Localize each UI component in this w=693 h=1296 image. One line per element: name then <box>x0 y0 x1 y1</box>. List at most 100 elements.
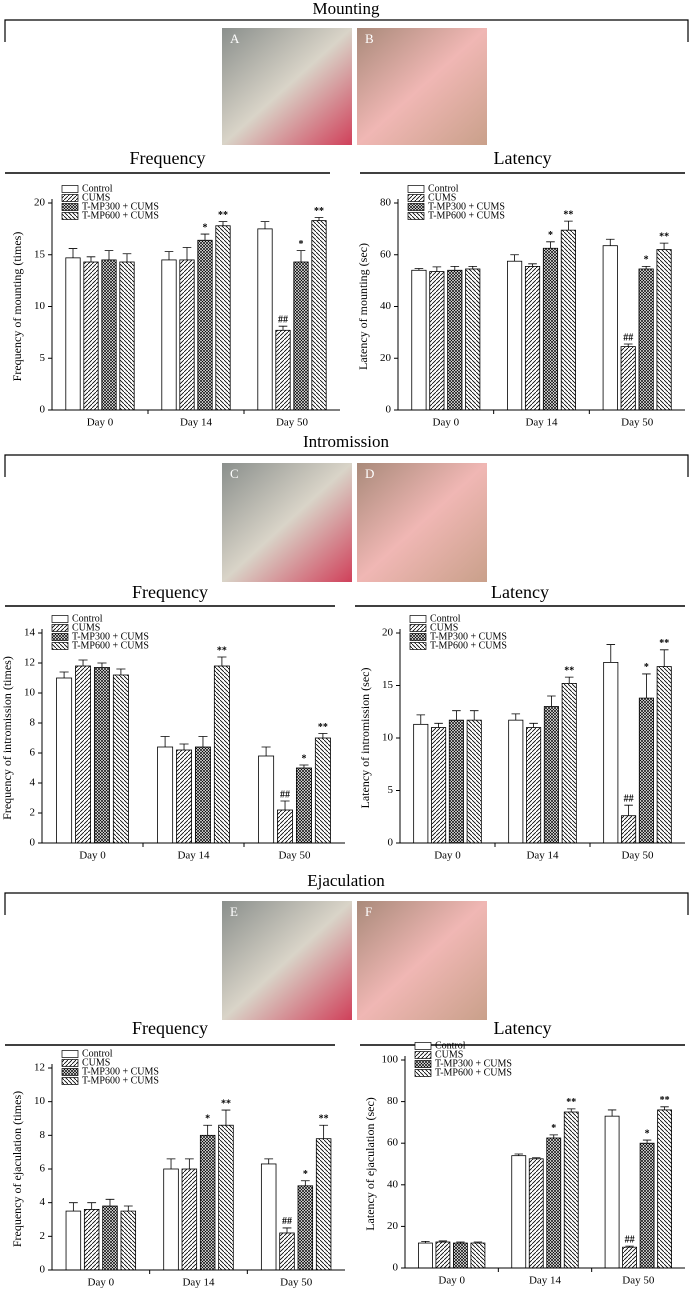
error-bar <box>282 1227 292 1233</box>
legend-swatch <box>51 624 69 632</box>
error-bar <box>200 233 210 241</box>
bar <box>603 662 619 844</box>
error-bar <box>87 1202 97 1210</box>
error-bar <box>510 254 519 262</box>
legend-swatch <box>409 642 427 650</box>
error-bar <box>198 736 208 747</box>
bar <box>314 737 331 844</box>
y-tick-label: 15 <box>382 679 394 691</box>
bar <box>447 269 463 411</box>
bar <box>277 809 294 844</box>
error-bar <box>78 659 88 666</box>
significance-label: * <box>299 239 304 250</box>
significance-label: * <box>551 1123 556 1134</box>
significance-label: ** <box>221 1098 231 1109</box>
y-tick-label: 4 <box>30 777 36 789</box>
significance-label: * <box>203 222 208 233</box>
error-bar <box>659 649 669 667</box>
bar <box>602 245 618 411</box>
error-bar <box>116 668 126 675</box>
photo <box>357 28 487 145</box>
error-bar <box>314 217 324 221</box>
bar <box>83 261 99 411</box>
photo <box>357 463 487 582</box>
bar <box>120 1210 137 1271</box>
legend-label: T-MP300 + CUMS <box>435 1058 512 1069</box>
error-bar <box>86 256 96 262</box>
error-bar <box>164 251 174 260</box>
x-tick-label: Day 50 <box>621 850 654 862</box>
significance-label: * <box>301 753 306 764</box>
y-tick-label: 4 <box>40 1196 46 1208</box>
chart-title: Frequency <box>132 582 208 602</box>
y-tick-label: 100 <box>382 1054 399 1066</box>
y-tick-label: 8 <box>30 717 36 729</box>
bar <box>279 1232 295 1271</box>
significance-label: ** <box>217 645 227 656</box>
bar <box>508 719 524 844</box>
photo-label: E <box>230 904 238 919</box>
bar <box>83 1209 100 1271</box>
error-bar <box>319 1124 329 1139</box>
x-tick-label: Day 0 <box>434 850 461 862</box>
error-bar <box>300 1180 310 1186</box>
error-bar <box>514 1153 523 1156</box>
legend-swatch <box>407 185 425 193</box>
legend-swatch <box>407 212 425 220</box>
y-tick-label: 10 <box>34 300 46 312</box>
bar <box>621 815 637 844</box>
error-bar <box>122 253 132 262</box>
legend-swatch <box>51 615 69 623</box>
bar <box>543 706 559 844</box>
axes <box>399 629 685 844</box>
error-bar <box>68 248 78 258</box>
axes <box>41 629 345 844</box>
y-tick-label: 10 <box>382 732 394 744</box>
bar <box>431 727 447 844</box>
error-bar <box>469 710 479 721</box>
legend-swatch <box>414 1042 432 1050</box>
bar <box>411 269 427 411</box>
section-title: Mounting <box>312 0 380 18</box>
y-tick-label: 2 <box>30 807 36 819</box>
error-bar <box>567 1108 576 1112</box>
significance-label: * <box>548 230 553 241</box>
legend-swatch <box>61 1050 79 1058</box>
error-bar <box>625 1245 634 1248</box>
section-title: Ejaculation <box>307 871 385 890</box>
error-bar <box>456 1241 465 1244</box>
bar <box>157 746 174 844</box>
significance-label: ** <box>660 1095 670 1106</box>
significance-label: ** <box>564 665 574 676</box>
legend-label: CUMS <box>435 1049 463 1060</box>
significance-label: ## <box>278 314 288 325</box>
y-tick-label: 20 <box>380 352 392 364</box>
y-tick-label: 40 <box>387 1178 399 1190</box>
error-bar <box>218 221 228 226</box>
y-tick-label: 0 <box>388 837 394 849</box>
bar <box>260 1163 277 1271</box>
bar <box>65 1210 82 1271</box>
error-bar <box>414 268 424 271</box>
error-bar <box>607 1109 617 1117</box>
error-bar <box>528 263 537 267</box>
bar <box>470 1242 486 1269</box>
x-tick-label: Day 14 <box>525 417 558 429</box>
significance-label: ** <box>563 209 573 220</box>
x-tick-label: Day 50 <box>621 417 654 429</box>
error-bar <box>97 662 107 668</box>
significance-label: ## <box>280 789 290 800</box>
error-bar <box>549 1134 558 1138</box>
legend-swatch <box>61 1068 79 1076</box>
legend-label: T-MP300 + CUMS <box>82 1066 159 1077</box>
error-bar <box>59 671 69 678</box>
y-tick-label: 20 <box>34 197 46 209</box>
error-bar <box>511 713 521 721</box>
y-tick-label: 15 <box>34 248 46 260</box>
legend-swatch <box>61 1059 79 1067</box>
legend-label: Control <box>430 613 461 624</box>
bar <box>542 247 559 411</box>
error-bar <box>221 1109 231 1126</box>
y-axis-label: Frequency of intromission (times) <box>0 656 14 820</box>
